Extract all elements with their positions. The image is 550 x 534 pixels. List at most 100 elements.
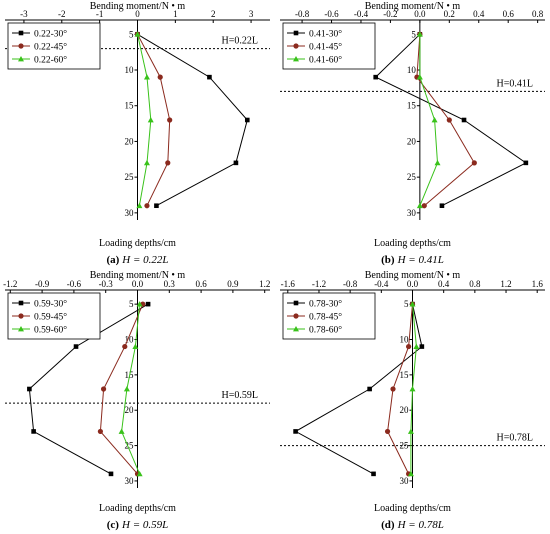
- data-point: [31, 429, 36, 434]
- y-tick-label: 25: [125, 441, 135, 451]
- data-point: [446, 117, 452, 123]
- y-tick-label: 30: [400, 476, 410, 486]
- data-point: [136, 202, 143, 209]
- x-tick-label: -0.6: [324, 9, 339, 19]
- data-point: [73, 344, 79, 349]
- data-point: [406, 343, 412, 350]
- data-point: [136, 470, 143, 477]
- data-point: [100, 386, 107, 392]
- x-tick-label: -3: [20, 9, 28, 19]
- caption-tag: (b): [381, 254, 395, 266]
- legend-label: 0.59-30°: [34, 299, 67, 310]
- caption-value: = 0.41L: [406, 254, 444, 266]
- x-tick-label: 1.6: [532, 279, 544, 289]
- x-tick-label: 2: [211, 9, 216, 19]
- panel-caption: (a) H = 0.22L: [106, 254, 168, 266]
- h-line-label: H=0.22L: [222, 36, 258, 47]
- h-line-label: H=0.78L: [497, 433, 533, 444]
- legend-marker: [18, 30, 24, 36]
- data-point: [373, 74, 378, 80]
- data-point: [421, 203, 427, 209]
- y-tick-label: 15: [400, 370, 410, 380]
- x-tick-label: -0.6: [67, 279, 82, 289]
- data-point: [233, 160, 239, 166]
- data-point: [108, 471, 114, 477]
- legend-label: 0.22-45°: [34, 42, 67, 53]
- x-tick-label: 0.2: [444, 9, 455, 19]
- data-point: [419, 344, 425, 349]
- legend-label: 0.78-30°: [309, 299, 342, 310]
- x-tick-label: 0: [135, 9, 140, 19]
- legend-label: 0.22-30°: [34, 29, 67, 40]
- data-point: [471, 160, 477, 166]
- legend-marker: [293, 300, 299, 306]
- x-tick-label: 1.2: [259, 279, 270, 289]
- caption-tag: (c): [107, 519, 120, 531]
- panel-caption: (d) H = 0.78L: [381, 519, 444, 531]
- chart-panel-c: Bending moment/N • m -1.2 -0.9 -0.6 -0.3 0.0 0…: [3, 270, 270, 531]
- x-tick-label: 0.0: [414, 9, 426, 19]
- x-tick-label: -0.8: [295, 9, 310, 19]
- legend-marker: [18, 43, 24, 49]
- data-point: [27, 386, 32, 392]
- x-tick-label: -2: [58, 9, 66, 19]
- data-point: [367, 386, 372, 392]
- caption-tag: (d): [381, 519, 395, 531]
- data-point: [167, 117, 173, 123]
- x-tick-label: 0.8: [469, 279, 481, 289]
- y-tick-label: 30: [125, 476, 135, 486]
- x-tick-label: -0.8: [343, 279, 358, 289]
- data-point: [132, 343, 139, 349]
- y-tick-label: 30: [125, 208, 135, 218]
- data-point: [143, 159, 150, 166]
- y-tick-label: 25: [125, 172, 135, 182]
- chart-panel-a: Bending moment/N • m -3 -2 -1 0 1 2 3 5 10 15 20 25 3…: [5, 1, 270, 266]
- chart-panel-b: Bending moment/N • m -0.8 -0.6 -0.4 -0.2 0.0 0…: [280, 1, 545, 266]
- caption-variable: H: [121, 519, 131, 531]
- data-point: [416, 202, 423, 209]
- y-tick-label: 20: [125, 405, 135, 415]
- h-line-label: H=0.41L: [497, 78, 533, 89]
- panel-caption: (b) H = 0.41L: [381, 254, 444, 266]
- data-point: [154, 203, 159, 209]
- data-point: [134, 31, 141, 37]
- data-point: [122, 343, 128, 350]
- data-point: [143, 74, 150, 80]
- x-tick-label: -0.4: [374, 279, 389, 289]
- chart-title: Bending moment/N • m: [90, 270, 186, 281]
- legend-label: 0.78-45°: [309, 312, 342, 323]
- caption-variable: H: [121, 254, 131, 266]
- chart-title: Bending moment/N • m: [90, 1, 186, 12]
- caption-tag: (a): [106, 254, 119, 266]
- x-tick-label: -0.4: [354, 9, 369, 19]
- y-tick-label: 20: [400, 405, 410, 415]
- data-point: [407, 428, 414, 434]
- data-point: [413, 343, 420, 349]
- legend-label: 0.22-60°: [34, 55, 67, 66]
- y-tick-label: 5: [129, 299, 134, 309]
- data-point: [439, 203, 445, 209]
- series-line: [99, 303, 144, 475]
- data-point: [157, 74, 163, 80]
- x-tick-label: -1.6: [281, 279, 296, 289]
- y-tick-label: 15: [407, 101, 417, 111]
- legend-label: 0.41-45°: [309, 42, 342, 53]
- y-tick-label: 20: [407, 136, 417, 146]
- x-tick-label: 3: [249, 9, 254, 19]
- legend-marker: [293, 30, 299, 36]
- data-point: [145, 301, 151, 307]
- x-tick-label: 0.8: [532, 9, 544, 19]
- data-point: [384, 428, 391, 435]
- chart-title: Bending moment/N • m: [365, 270, 461, 281]
- y-tick-label: 15: [125, 101, 135, 111]
- chart-title: Bending moment/N • m: [365, 1, 461, 12]
- data-point: [371, 471, 376, 477]
- chart-panel-d: Bending moment/N • m -1.6 -1.2 -0.8 -0.4 0.0 0…: [280, 270, 545, 531]
- x-tick-label: -1.2: [3, 279, 17, 289]
- x-tick-label: 0.4: [473, 9, 485, 19]
- legend-marker: [293, 56, 299, 62]
- data-point: [136, 301, 143, 307]
- data-point: [434, 159, 441, 166]
- data-point: [123, 386, 130, 392]
